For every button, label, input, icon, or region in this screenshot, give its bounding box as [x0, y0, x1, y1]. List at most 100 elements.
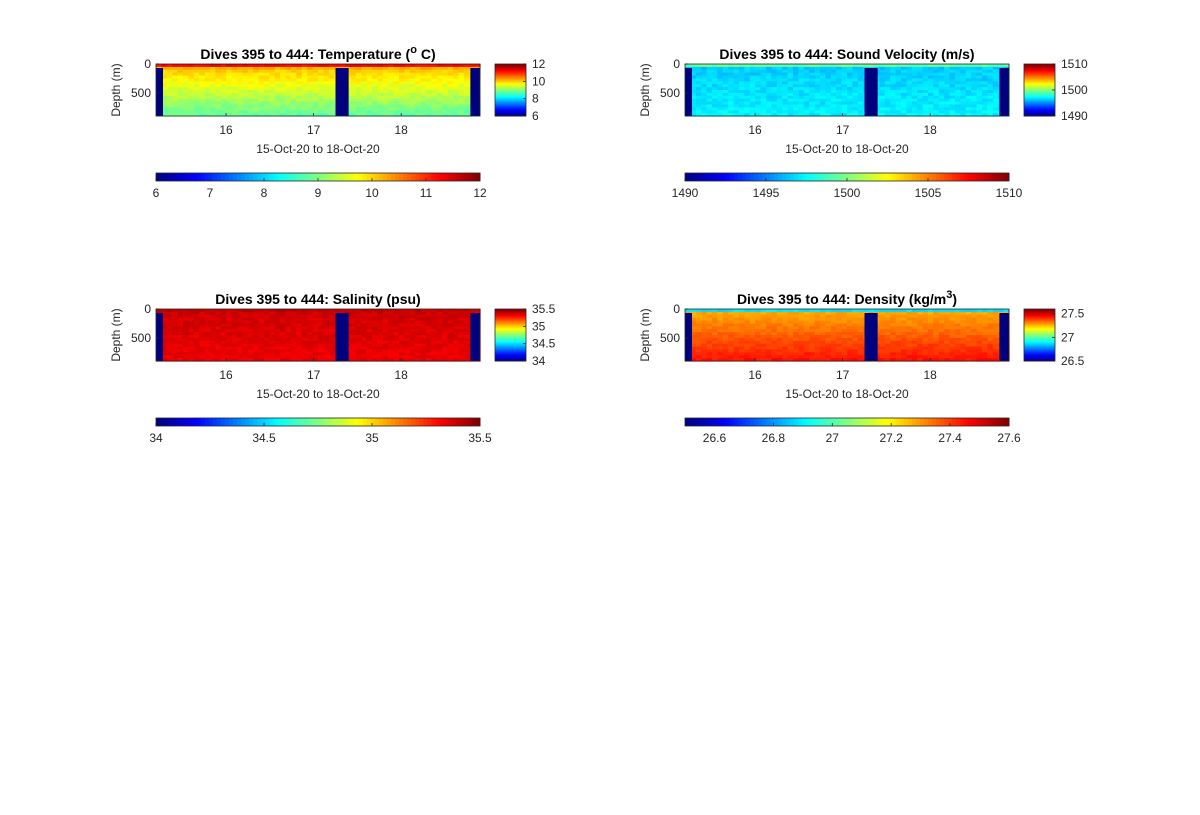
colorbar-segment	[1024, 337, 1055, 340]
heatmap-cell	[210, 81, 216, 85]
heatmap-cell	[793, 309, 799, 313]
colorbar-segment	[427, 173, 432, 181]
heatmap-cell	[258, 314, 265, 319]
heatmap-cell	[420, 332, 427, 336]
heatmap-cell	[377, 87, 384, 91]
heatmap-cell	[690, 329, 697, 333]
heatmap-cell	[901, 69, 907, 74]
heatmap-cell	[938, 314, 945, 319]
data-gap	[335, 68, 349, 116]
heatmap-cell	[372, 90, 378, 94]
heatmap-cell	[749, 90, 756, 94]
colorbar-tick-label: 12	[473, 186, 487, 200]
heatmap-cell	[242, 311, 249, 316]
heatmap-cell	[382, 343, 389, 348]
heatmap-cell	[992, 317, 999, 322]
heatmap-cell	[906, 69, 913, 74]
heatmap-cell	[242, 337, 249, 342]
heatmap-cell	[803, 337, 810, 342]
x-tick-label: 16	[219, 368, 233, 382]
heatmap-cell	[917, 317, 924, 322]
heatmap-cell	[307, 326, 314, 330]
heatmap-cell	[463, 75, 470, 80]
heatmap-cell	[982, 335, 988, 339]
heatmap-cell	[733, 107, 740, 111]
heatmap-cell	[393, 75, 400, 80]
heatmap-cell	[857, 104, 864, 108]
heatmap-cell	[879, 314, 886, 319]
heatmap-cell	[372, 358, 378, 362]
heatmap-cell	[728, 110, 735, 114]
heatmap-cell	[166, 92, 173, 97]
data-gap	[470, 68, 480, 116]
heatmap-cell	[280, 317, 287, 322]
heatmap-cell	[965, 101, 972, 106]
heatmap-cell	[911, 323, 918, 327]
heatmap-cell	[453, 95, 459, 100]
heatmap-cell	[458, 101, 465, 106]
heatmap-cell	[436, 332, 443, 336]
heatmap-cell	[210, 78, 216, 82]
heatmap-cell	[420, 340, 427, 345]
heatmap-cell	[771, 98, 778, 103]
heatmap-cell	[814, 337, 821, 342]
heatmap-cell	[442, 92, 449, 97]
heatmap-cell	[841, 335, 848, 339]
heatmap-cell	[409, 320, 416, 325]
heatmap-cell	[787, 314, 794, 319]
heatmap-cell	[301, 92, 308, 97]
heatmap-cell	[328, 113, 335, 117]
heatmap-cell	[393, 95, 400, 100]
heatmap-cell	[453, 101, 459, 106]
heatmap-cell	[701, 309, 708, 313]
heatmap-cell	[890, 75, 897, 80]
heatmap-cell	[836, 352, 843, 356]
heatmap-cell	[404, 64, 411, 68]
heatmap-cell	[863, 64, 870, 68]
heatmap-cell	[825, 75, 832, 80]
heatmap-cell	[193, 335, 200, 339]
heatmap-cell	[825, 349, 832, 353]
heatmap-cell	[431, 335, 438, 339]
heatmap-cell	[760, 87, 767, 91]
heatmap-cell	[922, 110, 929, 114]
heatmap-cell	[965, 110, 972, 114]
heatmap-cell	[760, 110, 767, 114]
heatmap-cell	[366, 326, 373, 330]
heatmap-cell	[965, 332, 972, 336]
heatmap-cell	[820, 92, 826, 97]
heatmap-cell	[776, 311, 783, 316]
heatmap-cell	[766, 317, 772, 322]
heatmap-cell	[247, 92, 254, 97]
colorbar-segment	[899, 173, 905, 181]
heatmap-cell	[787, 72, 794, 77]
heatmap-cell	[809, 317, 816, 322]
heatmap-cell	[803, 314, 810, 319]
heatmap-cell	[463, 309, 470, 313]
heatmap-cell	[776, 101, 783, 106]
heatmap-cell	[982, 323, 988, 327]
heatmap-cell	[296, 358, 303, 362]
heatmap-cell	[280, 335, 287, 339]
heatmap-cell	[690, 87, 697, 91]
heatmap-cell	[922, 113, 929, 117]
heatmap-cell	[965, 66, 972, 71]
heatmap-cell	[749, 92, 756, 97]
heatmap-cell	[814, 72, 821, 77]
heatmap-cell	[237, 95, 243, 100]
heatmap-cell	[366, 95, 373, 100]
heatmap-cell	[728, 349, 735, 353]
heatmap-cell	[350, 78, 357, 82]
heatmap-cell	[231, 349, 238, 353]
heatmap-cell	[776, 332, 783, 336]
heatmap-cell	[917, 323, 924, 327]
heatmap-cell	[237, 81, 243, 85]
heatmap-cell	[242, 78, 249, 82]
heatmap-cell	[890, 72, 897, 77]
heatmap-cell	[857, 332, 864, 336]
heatmap-cell	[744, 104, 751, 108]
heatmap-cell	[695, 81, 702, 85]
heatmap-cell	[739, 81, 745, 85]
heatmap-cell	[399, 95, 405, 100]
